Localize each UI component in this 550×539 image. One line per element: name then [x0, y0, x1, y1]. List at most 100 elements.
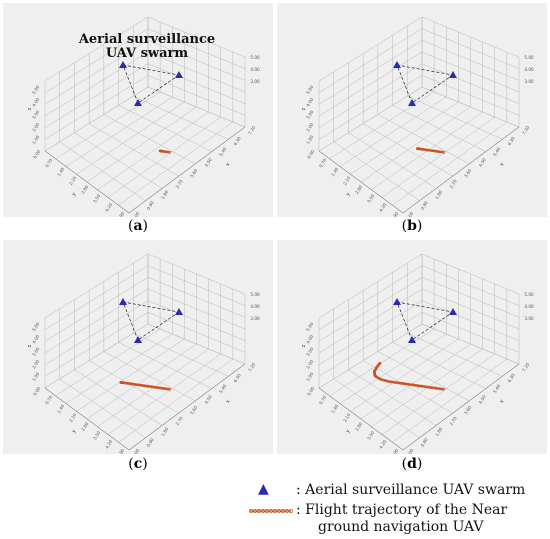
legend-dot [261, 509, 265, 513]
y-axis-label: y [345, 429, 352, 435]
y-axis-label: y [345, 192, 352, 198]
wall-grid-line [421, 300, 520, 341]
swarm-uav-marker [175, 71, 183, 78]
panel-d: 0.00 0.70 1.40 2.10 2.80 3.50 4.20 4.90 0.00 0.90… [277, 240, 547, 454]
x-tick-label: 0.00 [131, 211, 140, 217]
plot-3d-b: 0.000.701.402.102.803.504.204.90 0.000.90… [301, 16, 534, 217]
floor-grid-line [392, 342, 486, 389]
wall-grid-line [147, 16, 246, 58]
x-tick-label: 4.50 [204, 157, 213, 168]
box-edge [44, 387, 130, 451]
wall-grid-line [147, 40, 246, 81]
x-tick-label: 2.70 [175, 415, 184, 426]
z-tick-label: 5.00 [305, 321, 314, 332]
wall-grid-line [147, 253, 246, 295]
right-tick-label: 3.00 [524, 316, 534, 321]
floor-grid-line [407, 332, 503, 377]
x-tick-label: 1.80 [434, 426, 443, 437]
swarm-uav-marker [408, 336, 416, 343]
swarm-annotation-line2: UAV swarm [105, 46, 189, 61]
floor-grid-line [329, 91, 435, 159]
z-tick-label: 3.00 [305, 109, 314, 120]
floor-grid-line [86, 343, 197, 420]
y-tick-label: 0.00 [306, 149, 315, 160]
y-tick-label: 4.20 [378, 202, 387, 213]
floor-grid-line [133, 95, 229, 140]
wall-grid-line [318, 40, 423, 105]
z-tick-label: 4.00 [305, 97, 314, 108]
z-tick-label: 2.00 [31, 122, 40, 133]
wall-grid-line [147, 300, 246, 341]
wall-grid-line [44, 16, 149, 82]
floor-grid-line [55, 91, 161, 159]
caption-b: (b) [401, 218, 423, 234]
legend-dot [277, 509, 281, 513]
y-tick-label: 4.20 [104, 439, 113, 450]
wall-grid-line [421, 253, 520, 295]
y-tick-label: 2.80 [80, 421, 89, 432]
wall-grid-line [318, 28, 423, 93]
y-tick-label: 3.50 [366, 430, 375, 441]
swarm-link [411, 311, 454, 341]
wall-grid-line [44, 265, 149, 330]
plot-3d-d: 0.000.701.402.102.803.504.204.90 0.000.90… [301, 253, 534, 454]
swarm-uav-marker [449, 308, 457, 315]
x-axis-label: x [225, 399, 232, 405]
y-axis-label: y [71, 429, 78, 435]
z-tick-label: 4.00 [305, 334, 314, 345]
floor-grid-line [74, 132, 163, 189]
x-tick-label: 7.20 [521, 125, 530, 136]
z-tick-label: 1.00 [31, 371, 40, 382]
y-tick-label: 0.00 [32, 386, 41, 397]
floor-grid-line [350, 101, 459, 175]
swarm-legend-label: : Aerial surveillance UAV swarm [296, 482, 526, 498]
wall-grid-line [318, 312, 423, 377]
swarm-link [396, 64, 413, 104]
z-tick-label: 2.00 [305, 122, 314, 133]
wall-grid-line [147, 288, 246, 330]
wall-grid-line [421, 75, 520, 116]
caption-d: (d) [401, 456, 423, 472]
swarm-uav-marker [119, 298, 127, 305]
right-tick-label: 3.00 [524, 79, 534, 84]
y-tick-label: 0.70 [44, 395, 53, 406]
y-axis-label: y [71, 192, 78, 198]
y-tick-label: 4.90 [390, 448, 399, 454]
legend-dot [249, 509, 253, 513]
wall-grid-line [421, 51, 520, 93]
swarm-uav-marker [134, 336, 142, 343]
wall-grid-line [318, 265, 423, 330]
right-tick-label: 5.00 [524, 292, 534, 297]
floor-grid-line [333, 141, 420, 201]
wall-grid-line [44, 253, 149, 319]
floor-grid-line [76, 101, 185, 175]
y-tick-label: 4.90 [116, 211, 125, 217]
box-edge [402, 363, 520, 451]
floor-grid-line [118, 121, 234, 206]
z-tick-label: 5.00 [31, 84, 40, 95]
wall-grid-line [318, 277, 423, 342]
x-tick-label: 1.80 [160, 426, 169, 437]
x-tick-label: 6.30 [507, 372, 516, 383]
swarm-legend-icon: ▲ [258, 481, 269, 497]
wall-grid-line [421, 40, 520, 81]
wall-grid-line [421, 86, 520, 128]
wall-grid-line [421, 28, 520, 69]
floor-grid-line [103, 351, 196, 402]
floor-grid-line [350, 338, 459, 412]
x-tick-label: 0.90 [420, 437, 429, 448]
swarm-link [122, 301, 139, 341]
x-tick-label: 0.00 [405, 211, 414, 217]
right-tick-label: 3.00 [250, 316, 260, 321]
z-tick-label: 1.00 [305, 134, 314, 145]
z-tick-label: 2.00 [305, 359, 314, 370]
x-tick-label: 5.40 [218, 146, 227, 157]
swarm-link [411, 74, 454, 104]
right-tick-label: 5.00 [250, 292, 260, 297]
floor-grid-line [107, 116, 221, 198]
x-tick-label: 1.80 [434, 189, 443, 200]
right-tick-label: 4.00 [524, 67, 534, 72]
caption-a: (a) [127, 218, 148, 234]
legend-dot [273, 509, 277, 513]
swarm-link [137, 311, 180, 341]
